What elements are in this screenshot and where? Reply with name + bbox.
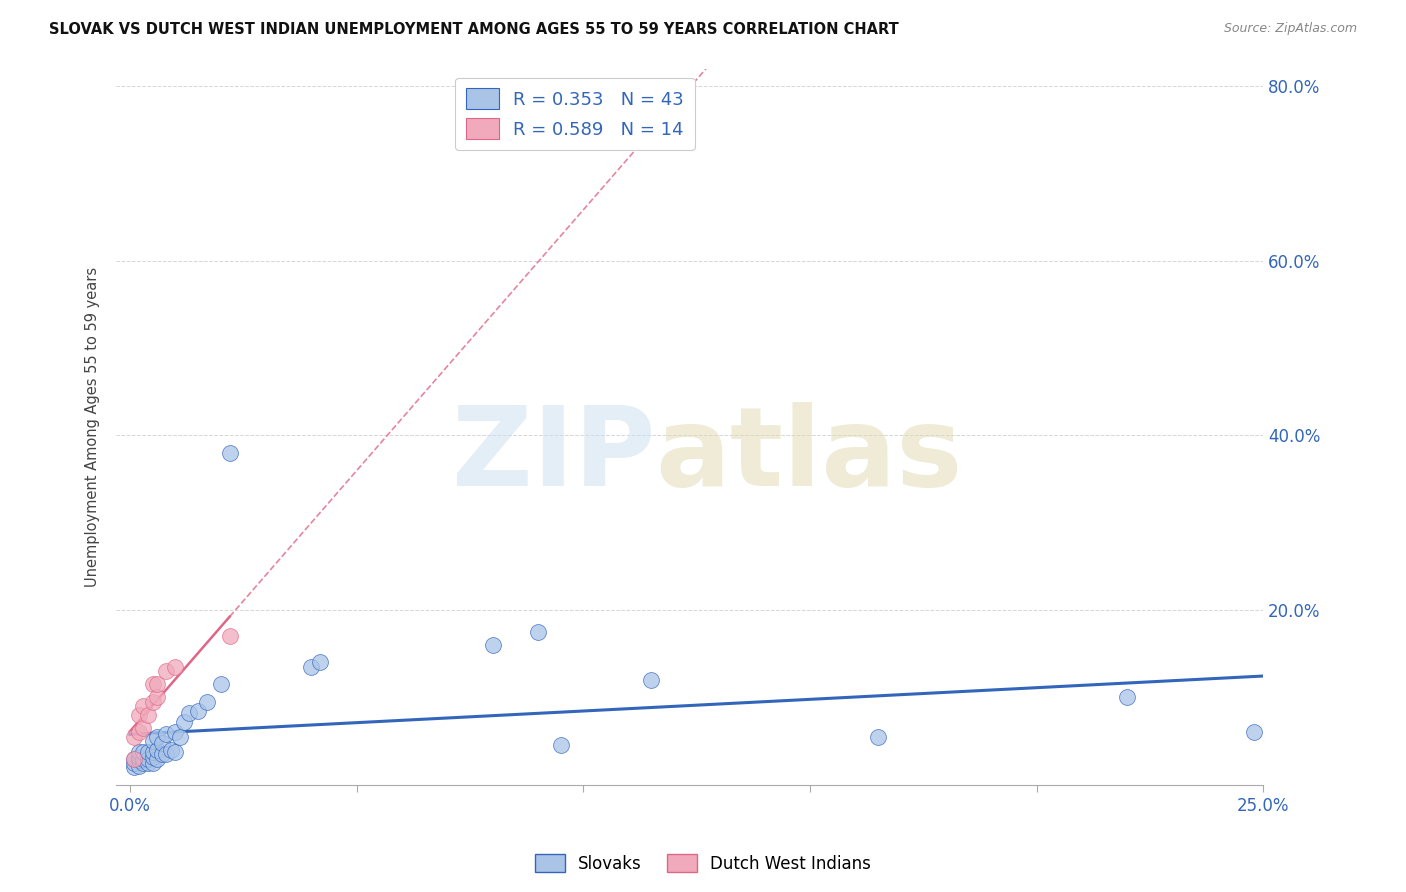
Point bbox=[132, 756, 155, 770]
Text: ZIP: ZIP bbox=[451, 401, 655, 508]
Point bbox=[218, 446, 240, 460]
Point bbox=[146, 751, 169, 765]
Text: Source: ZipAtlas.com: Source: ZipAtlas.com bbox=[1223, 22, 1357, 36]
Point bbox=[124, 751, 146, 765]
Point bbox=[132, 751, 155, 765]
Point bbox=[866, 730, 889, 744]
Point bbox=[128, 753, 150, 767]
Point bbox=[299, 660, 322, 674]
Point bbox=[169, 730, 191, 744]
Point bbox=[124, 756, 146, 770]
Text: SLOVAK VS DUTCH WEST INDIAN UNEMPLOYMENT AMONG AGES 55 TO 59 YEARS CORRELATION C: SLOVAK VS DUTCH WEST INDIAN UNEMPLOYMENT… bbox=[49, 22, 898, 37]
Point bbox=[527, 624, 550, 639]
Legend: Slovaks, Dutch West Indians: Slovaks, Dutch West Indians bbox=[529, 847, 877, 880]
Point bbox=[165, 725, 187, 739]
Point bbox=[136, 745, 159, 759]
Point bbox=[177, 706, 200, 720]
Point bbox=[165, 660, 187, 674]
Point bbox=[128, 725, 150, 739]
Legend: R = 0.353   N = 43, R = 0.589   N = 14: R = 0.353 N = 43, R = 0.589 N = 14 bbox=[456, 78, 695, 150]
Point bbox=[124, 760, 146, 774]
Text: atlas: atlas bbox=[655, 401, 963, 508]
Point bbox=[124, 730, 146, 744]
Point bbox=[132, 745, 155, 759]
Point bbox=[128, 707, 150, 722]
Point bbox=[124, 751, 146, 765]
Point bbox=[173, 714, 195, 729]
Point bbox=[136, 756, 159, 770]
Point bbox=[550, 739, 572, 753]
Point bbox=[187, 704, 209, 718]
Point bbox=[150, 747, 173, 761]
Point bbox=[155, 747, 177, 761]
Point bbox=[128, 758, 150, 772]
Point bbox=[141, 734, 163, 748]
Point bbox=[155, 727, 177, 741]
Point bbox=[132, 721, 155, 735]
Point bbox=[141, 695, 163, 709]
Point bbox=[155, 664, 177, 678]
Point bbox=[141, 756, 163, 770]
Point bbox=[141, 749, 163, 764]
Point bbox=[128, 745, 150, 759]
Point bbox=[209, 677, 232, 691]
Y-axis label: Unemployment Among Ages 55 to 59 years: Unemployment Among Ages 55 to 59 years bbox=[86, 267, 100, 587]
Point bbox=[481, 638, 503, 652]
Point bbox=[146, 730, 169, 744]
Point bbox=[165, 745, 187, 759]
Point bbox=[128, 749, 150, 764]
Point bbox=[146, 690, 169, 705]
Point bbox=[141, 677, 163, 691]
Point bbox=[195, 695, 218, 709]
Point bbox=[218, 629, 240, 643]
Point bbox=[159, 743, 181, 757]
Point bbox=[132, 699, 155, 714]
Point bbox=[141, 745, 163, 759]
Point bbox=[1116, 690, 1139, 705]
Point bbox=[136, 751, 159, 765]
Point bbox=[309, 656, 332, 670]
Point bbox=[146, 743, 169, 757]
Point bbox=[1243, 725, 1265, 739]
Point bbox=[150, 736, 173, 750]
Point bbox=[136, 707, 159, 722]
Point bbox=[640, 673, 662, 687]
Point bbox=[146, 677, 169, 691]
